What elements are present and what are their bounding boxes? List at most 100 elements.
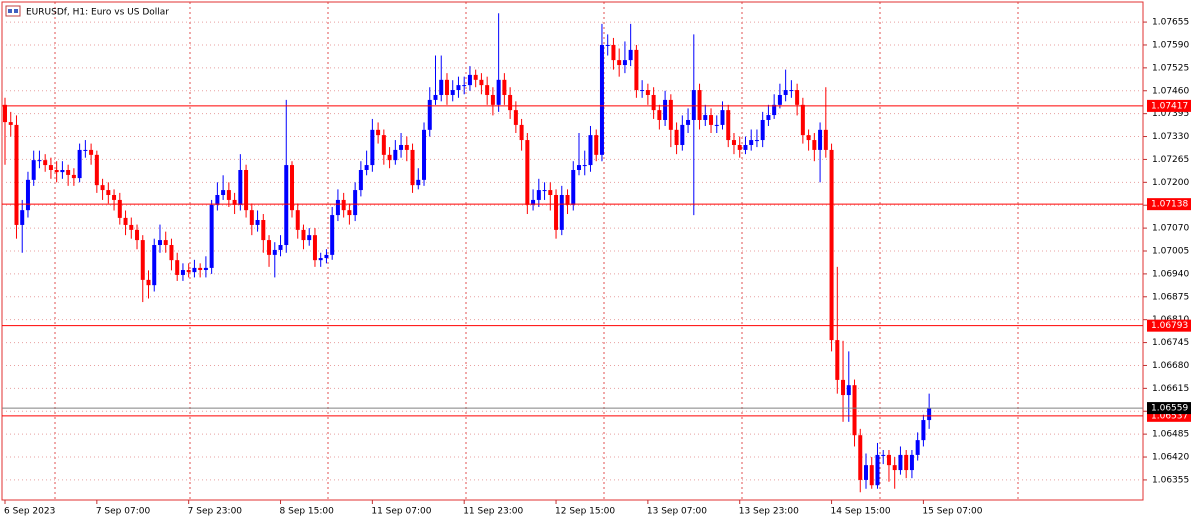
candle-body — [129, 224, 134, 230]
candle-body — [301, 229, 306, 241]
candle-body — [531, 199, 536, 205]
candle-body — [846, 385, 851, 396]
candle-body — [335, 199, 340, 216]
candle-body — [605, 44, 610, 46]
bid-tag — [1147, 402, 1191, 415]
x-tick-label: 13 Sep 23:00 — [739, 507, 799, 517]
candle-body — [490, 94, 495, 105]
level-label: 1.06793 — [1151, 321, 1188, 331]
x-tick-label: 15 Sep 07:00 — [922, 507, 982, 517]
candle-body — [668, 99, 673, 130]
level-label: 1.06537 — [1151, 411, 1188, 421]
candle-body — [479, 79, 484, 86]
candle-body — [502, 79, 507, 95]
candle-body — [892, 465, 897, 471]
icon-part — [8, 9, 12, 13]
candle-body — [599, 44, 604, 155]
candle-body — [267, 240, 272, 255]
candle-body — [881, 454, 886, 456]
x-tick-label: 7 Sep 23:00 — [188, 507, 243, 517]
y-tick-label: 1.07200 — [1152, 178, 1189, 188]
candle-body — [175, 260, 180, 275]
candle-body — [686, 119, 691, 125]
candle-body — [163, 240, 168, 246]
y-tick-label: 1.07525 — [1152, 63, 1189, 73]
candle-body — [140, 240, 145, 280]
candle-body — [209, 204, 214, 268]
candle-body — [330, 215, 335, 255]
candle-body — [703, 115, 708, 120]
candle-body — [272, 249, 277, 255]
candle-body — [48, 165, 53, 170]
level-label: 1.07138 — [1151, 200, 1188, 210]
candle-body — [404, 144, 409, 150]
candle-body — [284, 165, 289, 246]
candle-body — [157, 240, 162, 246]
candle-body — [818, 129, 823, 150]
candle-body — [77, 149, 82, 179]
candle-body — [571, 169, 576, 205]
candle-body — [743, 144, 748, 150]
candle-body — [789, 90, 794, 92]
candle-body — [806, 135, 811, 141]
candle-body — [812, 140, 817, 150]
candle-body — [691, 90, 696, 120]
candle-body — [83, 149, 88, 151]
y-tick-label: 1.06615 — [1152, 384, 1189, 394]
candle-body — [261, 220, 266, 241]
candle-body — [864, 465, 868, 480]
candle-body — [376, 129, 381, 136]
candle-body — [731, 140, 736, 145]
candle-body — [720, 110, 725, 125]
candle-body — [318, 258, 323, 261]
candle-body — [525, 140, 530, 205]
candle-body — [353, 190, 358, 216]
candle-body — [422, 129, 427, 180]
candle-body — [25, 179, 30, 211]
y-tick-label: 1.07070 — [1152, 224, 1189, 234]
candle-body — [582, 165, 587, 167]
candle-body — [921, 420, 926, 441]
candle-body — [71, 174, 76, 179]
candle-body — [169, 245, 174, 261]
candle-body — [14, 124, 19, 225]
candle-body — [106, 190, 111, 196]
candle-body — [754, 140, 759, 142]
candle-body — [312, 235, 317, 261]
candle-body — [766, 115, 771, 120]
candle-body — [622, 60, 627, 66]
x-tick-label: 6 Sep 2023 — [4, 507, 55, 517]
candle-body — [513, 110, 518, 125]
candle-body — [617, 60, 622, 66]
candle-body — [324, 254, 329, 259]
candle-body — [645, 90, 650, 95]
candle-body — [462, 85, 467, 87]
candle-body — [100, 185, 105, 191]
chart-title: EURUSDf, H1: Euro vs US Dollar — [26, 8, 169, 18]
candle-body — [829, 149, 834, 341]
candle-body — [709, 115, 714, 125]
y-tick-label: 1.07265 — [1152, 155, 1189, 165]
candle-body — [640, 90, 645, 92]
candle-body — [915, 440, 920, 455]
candle-body — [898, 454, 903, 471]
candle-body — [680, 124, 685, 145]
candle-body — [152, 245, 157, 286]
candle-body — [714, 124, 719, 126]
candle-body — [146, 279, 151, 286]
level-tag — [1147, 99, 1191, 112]
candle-body — [255, 220, 260, 225]
y-tick-label: 1.07330 — [1152, 132, 1189, 142]
candle-body — [37, 160, 42, 162]
candle-body — [117, 199, 122, 218]
y-tick-label: 1.06485 — [1152, 430, 1189, 440]
candle-body — [215, 195, 220, 205]
candle-body — [60, 169, 65, 173]
candle-body — [221, 190, 226, 196]
x-tick-label: 8 Sep 15:00 — [280, 507, 335, 517]
candle-body — [192, 267, 197, 273]
level-label: 1.07417 — [1151, 101, 1188, 111]
candle-body — [416, 179, 421, 186]
